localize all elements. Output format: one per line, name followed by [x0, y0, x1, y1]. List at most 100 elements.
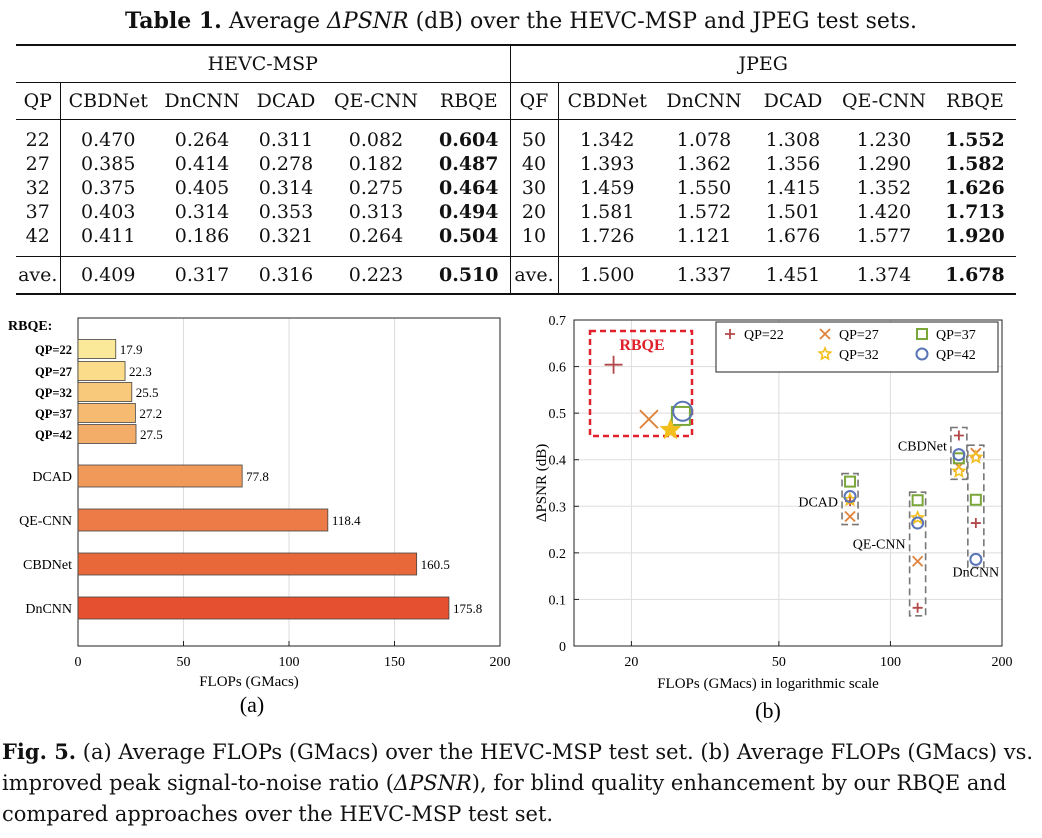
value-cell: 0.411 — [81, 225, 136, 247]
dncnn-group-box — [967, 444, 985, 569]
qp-cell: 32 — [16, 176, 61, 200]
y-tick-label: 0.4 — [549, 454, 567, 469]
col-header: RBQE — [428, 82, 511, 120]
value-cell: 1.230 — [834, 119, 934, 152]
value-cell: 1.581 — [580, 201, 635, 223]
best-value-cell: 1.582 — [945, 153, 1005, 175]
col-header: CBDNet — [60, 82, 156, 120]
value-cell: 1.726 — [580, 225, 635, 247]
marker-qp-42 — [911, 516, 925, 530]
marker-qp-37 — [844, 475, 857, 488]
table-row: 37 0.403 0.314 0.353 0.313 0.494 20 1.58… — [16, 200, 1016, 224]
qp-cell: 37 — [16, 200, 61, 224]
value-cell: 0.082 — [324, 119, 428, 152]
col-header: QE-CNN — [834, 82, 934, 120]
table-caption: Table 1. Average ΔPSNR (dB) over the HEV… — [124, 8, 918, 34]
bar-cbdnet — [77, 552, 418, 576]
value-cell: 1.550 — [676, 177, 732, 199]
value-cell: 0.314 — [258, 177, 314, 199]
value-cell: 0.403 — [81, 201, 136, 223]
bar-group-label: RBQE: — [8, 319, 52, 334]
marker-qp-37 — [969, 493, 982, 506]
value-cell: 0.405 — [174, 177, 230, 199]
marker-qp-42 — [672, 400, 694, 422]
value-cell: 0.314 — [174, 201, 230, 223]
qp-cell: 22 — [16, 119, 61, 152]
x-tick-label: 100 — [279, 655, 300, 670]
bar-value-label: 22.3 — [129, 364, 152, 379]
panel-label-a: (a) — [240, 692, 264, 717]
legend-box — [715, 321, 999, 373]
legend-entry: QP=22 — [744, 328, 784, 343]
panel-label-b: (b) — [755, 698, 781, 723]
marker-qp-32 — [968, 449, 984, 464]
value-cell: 1.374 — [834, 256, 934, 295]
value-cell: 0.321 — [258, 225, 314, 247]
results-table: HEVC-MSP JPEG QP CBDNet DnCNN DCAD QE-CN… — [16, 44, 1016, 295]
group-header-hevc: HEVC-MSP — [16, 44, 511, 83]
annotation-dncnn: DnCNN — [953, 565, 1000, 580]
legend-marker — [819, 328, 831, 340]
avg-label: ave. — [510, 256, 559, 295]
x-tick-label: 0 — [75, 655, 82, 670]
annotation-qecnn: QE-CNN — [853, 538, 906, 553]
marker-qp-22 — [604, 355, 623, 374]
value-cell: 1.393 — [580, 153, 635, 175]
marker-qp-22 — [970, 518, 981, 529]
bar-value-label: 160.5 — [421, 557, 450, 572]
value-cell: 0.470 — [60, 119, 156, 152]
value-cell: 1.451 — [752, 256, 834, 295]
value-cell: 0.353 — [258, 201, 314, 223]
value-cell: 1.420 — [856, 201, 912, 223]
value-cell: 1.352 — [856, 177, 912, 199]
value-cell: 1.308 — [752, 119, 834, 152]
bar-value-label: 175.8 — [453, 601, 482, 616]
bar-category-label: QE-CNN — [19, 514, 72, 529]
annotation-rbqe: RBQE — [619, 337, 664, 354]
value-cell: 0.409 — [60, 256, 156, 295]
x-tick-label: 150 — [384, 655, 405, 670]
best-value-cell: 0.487 — [428, 152, 511, 176]
col-header: QF — [510, 82, 559, 120]
best-value-cell: 0.510 — [428, 256, 511, 295]
col-header: RBQE — [934, 82, 1016, 120]
legend-entry: QP=32 — [839, 348, 879, 363]
bar-category-label: QP=27 — [35, 365, 72, 379]
qf-cell: 20 — [510, 200, 559, 224]
x-tick-label: 50 — [772, 655, 786, 670]
marker-qp-42 — [843, 490, 857, 504]
y-tick-label: 0.1 — [549, 593, 567, 608]
col-header: QE-CNN — [324, 82, 428, 120]
value-cell: 1.078 — [656, 119, 752, 152]
table-row: 32 0.375 0.405 0.314 0.275 0.464 30 1.45… — [16, 176, 1016, 200]
bar-category-label: QP=42 — [35, 428, 72, 442]
y-tick-label: 0.5 — [549, 407, 567, 422]
table-average-row: ave. 0.409 0.317 0.316 0.223 0.510 ave. … — [16, 256, 1016, 295]
col-header: QP — [16, 82, 61, 120]
flops-psnr-scatter: 20 50 100 200 0 0.1 0.2 0.3 0.4 0.5 0.6 0.7 FLOPs (G… — [534, 314, 1013, 723]
value-cell: 1.500 — [558, 256, 656, 295]
value-cell: 0.313 — [348, 201, 404, 223]
x-tick-label: 200 — [992, 655, 1013, 670]
x-tick-label: 200 — [490, 655, 511, 670]
y-tick-label: 0.2 — [549, 547, 567, 562]
value-cell: 1.337 — [656, 256, 752, 295]
legend-marker — [916, 328, 928, 340]
bar-value-label: 25.5 — [136, 385, 159, 400]
bar-qp-37 — [77, 403, 136, 423]
avg-label: ave. — [16, 256, 61, 295]
bar-category-label: QP=32 — [35, 386, 72, 400]
bar-qp-32 — [77, 382, 133, 402]
value-cell: 1.342 — [558, 119, 656, 152]
marker-qp-27 — [911, 555, 924, 567]
value-cell: 1.415 — [765, 177, 821, 199]
legend-marker — [817, 345, 833, 361]
value-cell: 1.577 — [856, 225, 912, 247]
best-value-cell: 0.604 — [428, 119, 511, 152]
legend-entry: QP=37 — [936, 328, 976, 343]
best-value-cell: 1.626 — [945, 177, 1005, 199]
plot-frame — [573, 319, 1003, 647]
value-cell: 1.362 — [676, 153, 732, 175]
value-cell: 1.459 — [580, 177, 635, 199]
value-cell: 1.290 — [856, 153, 912, 175]
